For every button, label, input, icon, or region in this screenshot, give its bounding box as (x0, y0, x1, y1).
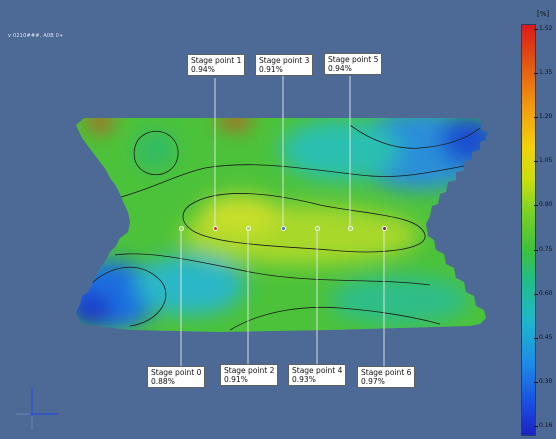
colorbar-tick-mark (534, 381, 538, 383)
stage-point-3-marker[interactable] (280, 225, 286, 231)
axis-triad-icon (16, 388, 58, 430)
stage-point-value: 0.91% (259, 65, 283, 74)
stage-point-value: 0.93% (292, 375, 316, 384)
stage-point-6-callout[interactable]: Stage point 6 0.97% (357, 366, 416, 388)
stage-point-value: 0.94% (328, 64, 352, 73)
stage-point-name: Stage point 0 (151, 368, 202, 377)
stage-point-3-callout[interactable]: Stage point 3 0.91% (255, 54, 314, 76)
colorbar-tick-label: 0.75 (539, 245, 553, 253)
stage-point-1-marker[interactable] (212, 225, 218, 231)
stage-point-value: 0.88% (151, 377, 175, 386)
colorbar-tick-mark (534, 29, 538, 30)
stage-point-name: Stage point 5 (328, 55, 379, 64)
viewport-info-label: v 0210###, A0B 0+ (8, 33, 64, 39)
colorbar-tick-mark (534, 293, 538, 295)
colorbar-tick-mark (534, 161, 538, 163)
stage-point-name: Stage point 2 (224, 366, 275, 375)
stage-point-5-marker[interactable] (347, 225, 353, 231)
colorbar-tick-mark (534, 249, 538, 251)
colorbar-tick-label: 0.60 (539, 289, 553, 297)
stage-point-0-callout[interactable]: Stage point 0 0.88% (147, 366, 206, 388)
stage-point-name: Stage point 4 (292, 366, 343, 375)
stage-point-value: 0.94% (191, 65, 215, 74)
colorbar-tick-label: 1.35 (539, 69, 553, 77)
colorbar-tick-label: 0.90 (539, 201, 553, 209)
stage-point-value: 0.91% (224, 375, 248, 384)
stage-point-name: Stage point 1 (191, 56, 242, 65)
stage-point-4-callout[interactable]: Stage point 4 0.93% (288, 364, 347, 386)
colorbar-tick-label: 0.45 (539, 333, 553, 341)
stage-leader-lines (180, 76, 385, 366)
stage-point-name: Stage point 3 (259, 56, 310, 65)
colorbar-tick-label: 0.16 (539, 422, 553, 429)
colorbar-tick-mark (534, 73, 538, 75)
stage-point-0-marker[interactable] (178, 225, 184, 231)
colorbar-tick-mark (534, 426, 538, 427)
stage-point-value: 0.97% (361, 377, 385, 386)
stage-point-name: Stage point 6 (361, 368, 412, 377)
colorbar-tick-mark (534, 205, 538, 207)
stage-point-5-callout[interactable]: Stage point 5 0.94% (324, 53, 383, 75)
stage-point-6-marker[interactable] (381, 225, 387, 231)
colorbar-tick-mark (534, 337, 538, 339)
colorbar-tick-label: 1.05 (539, 157, 553, 165)
stage-point-4-marker[interactable] (314, 225, 320, 231)
stage-point-1-callout[interactable]: Stage point 1 0.94% (187, 54, 246, 76)
colorbar-tick-label: 1.20 (539, 113, 553, 121)
stage-point-2-callout[interactable]: Stage point 2 0.91% (220, 364, 279, 386)
colorbar-unit-label: [%] (537, 10, 550, 18)
colorbar-tick-label: 1.52 (539, 25, 553, 32)
colorbar-tick-mark (534, 117, 538, 119)
colorbar-tick-label: 0.30 (539, 377, 553, 385)
colorbar-legend (521, 24, 536, 436)
stage-point-2-marker[interactable] (245, 225, 251, 231)
